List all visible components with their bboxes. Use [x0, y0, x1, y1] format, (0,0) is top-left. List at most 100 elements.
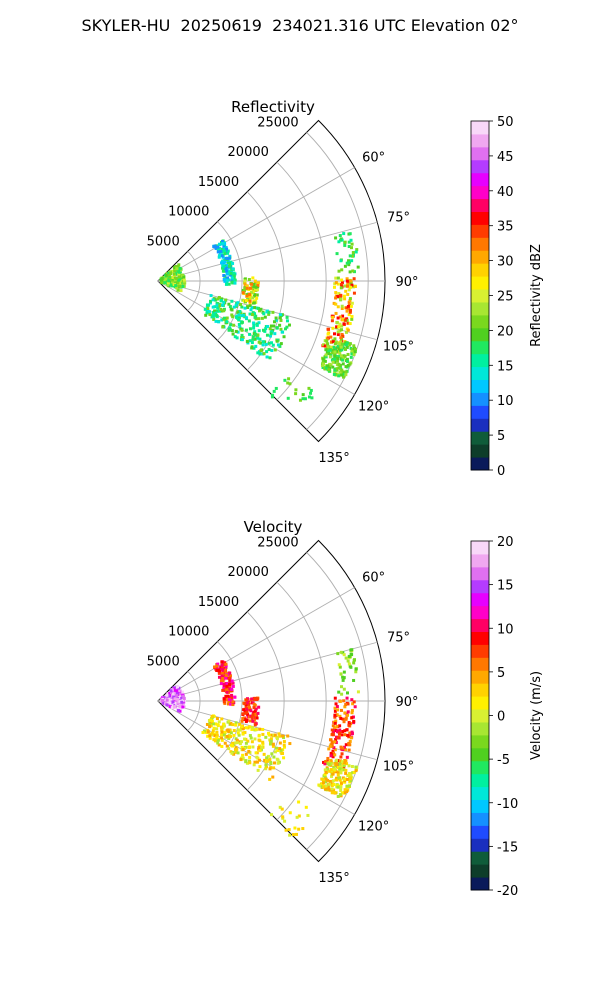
echo-gate	[222, 700, 226, 704]
echo-gate	[275, 339, 279, 343]
echo-gate	[344, 656, 348, 660]
echo-gate	[343, 729, 347, 733]
echo-gate	[209, 718, 213, 722]
echo-gate	[257, 734, 261, 738]
echo-gate	[336, 276, 340, 280]
echo-gate	[272, 320, 276, 324]
echo-gate	[223, 731, 227, 735]
azimuth-tick-label: 120°	[358, 820, 389, 835]
echo-gate	[181, 284, 185, 288]
echo-gate	[225, 256, 229, 260]
colorbar-tick-label: 40	[497, 185, 514, 200]
echo-gate	[233, 281, 237, 285]
echo-gate	[240, 338, 244, 342]
echo-gate	[217, 671, 221, 675]
echo-gate	[327, 762, 331, 766]
echo-gate	[269, 733, 273, 737]
echo-gate	[333, 715, 337, 719]
echo-gate	[342, 765, 346, 769]
echo-gate	[207, 303, 211, 307]
echo-gate	[328, 348, 332, 352]
echo-gate	[341, 358, 345, 362]
echo-gate	[327, 365, 331, 369]
echo-gate	[337, 240, 341, 244]
echo-gate	[222, 682, 226, 686]
echo-gate	[265, 759, 269, 763]
echo-gate	[327, 787, 331, 791]
echo-gate	[343, 243, 347, 247]
echo-gate	[224, 694, 228, 698]
echo-gate	[322, 778, 326, 782]
echo-gate	[335, 713, 339, 717]
echo-gate	[338, 778, 342, 782]
echo-gate	[234, 746, 238, 750]
echo-gate	[166, 281, 170, 285]
echo-gate	[220, 674, 224, 678]
echo-gate	[285, 319, 289, 323]
echo-gate	[212, 313, 216, 317]
echo-gate	[240, 333, 244, 337]
echo-gate	[346, 713, 350, 717]
echo-gate	[220, 736, 224, 740]
echo-gate	[345, 309, 349, 313]
echo-gate	[177, 696, 181, 700]
echo-gate	[273, 332, 277, 336]
echo-gate	[328, 782, 332, 786]
echo-gate	[247, 759, 251, 763]
echo-gate	[217, 254, 221, 258]
echo-gate	[353, 350, 357, 354]
echo-gate	[243, 746, 247, 750]
echo-gate	[326, 767, 330, 771]
echo-gate	[218, 309, 222, 313]
echo-gate	[347, 263, 351, 267]
colorbar-segment	[471, 734, 489, 749]
echo-gate	[286, 396, 290, 400]
echo-gate	[340, 306, 344, 310]
echo-gate	[243, 731, 247, 735]
echo-gate	[334, 276, 338, 280]
echo-gate	[173, 278, 177, 282]
echo-gate	[241, 756, 245, 760]
echo-gate	[255, 716, 259, 720]
echo-gate	[211, 298, 215, 302]
echo-gate	[334, 741, 338, 745]
echo-gate	[169, 698, 173, 702]
colorbar-segment	[471, 314, 489, 329]
echo-gate	[173, 691, 177, 695]
echo-gate	[269, 739, 273, 743]
echo-gate	[250, 313, 254, 317]
echo-gate	[349, 238, 353, 242]
echo-gate	[339, 259, 343, 263]
echo-gate	[330, 783, 334, 787]
echo-gate	[335, 325, 339, 329]
echo-gate	[250, 727, 254, 731]
echo-gate	[215, 730, 219, 734]
echo-gate	[333, 709, 337, 713]
echo-gate	[264, 327, 268, 331]
echo-gate	[343, 711, 347, 715]
echo-gate	[261, 732, 265, 736]
echo-gate	[344, 373, 348, 377]
echo-gate	[343, 780, 347, 784]
echo-gate	[216, 306, 220, 310]
echo-gate	[226, 261, 230, 265]
colorbar-tick-label: 5	[497, 429, 505, 444]
echo-gate	[232, 729, 236, 733]
echo-gate	[221, 679, 225, 683]
echo-gate	[228, 262, 232, 266]
echo-gate	[348, 731, 352, 735]
echo-gate	[235, 336, 239, 340]
echo-gate	[333, 753, 337, 757]
echo-gate	[340, 373, 344, 377]
echo-gate	[244, 741, 248, 745]
echo-gate	[332, 345, 336, 349]
echo-gate	[276, 758, 280, 762]
echo-gate	[168, 277, 172, 281]
echo-gate	[344, 330, 348, 334]
echo-gate	[341, 717, 345, 721]
echo-gate	[334, 738, 338, 742]
echo-gate	[235, 738, 239, 742]
echo-gate	[252, 710, 256, 714]
echo-gate	[331, 772, 335, 776]
azimuth-tick-label: 135°	[318, 871, 349, 886]
